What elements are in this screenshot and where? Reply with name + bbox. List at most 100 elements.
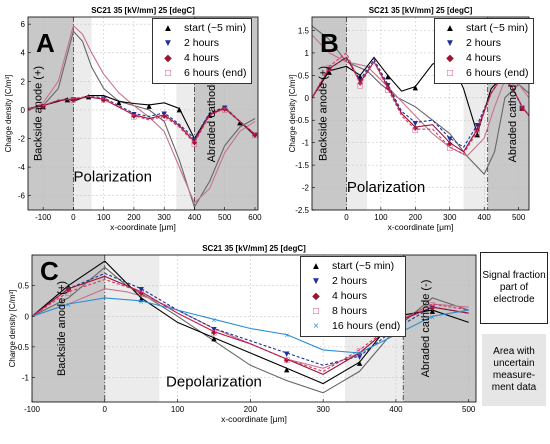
series-marker-h16: × [429,313,435,321]
legend-entry: ◆ 4 hours [439,51,528,66]
legend: ▲ start (~5 min) ▼ 2 hours ◆ 4 hours □ 8 hours ×… [300,256,407,337]
panel-b: ▲▲▲▲▲▲▲▲▼▼▼▼▼▼▼▼◆◆◆◆◆◆◆◆□□□□□□□□01002003… [288,6,530,232]
series-marker-h6: □ [357,81,364,89]
x-tick-label: 0 [103,405,108,414]
chart-title: SC21 35 [kV/mm] 25 [degC] [369,6,473,15]
y-tick-label: 4 [21,49,26,58]
legend-swatch: ▲ [311,260,321,272]
x-tick-label: 200 [127,213,141,222]
x-tick-label: -100 [35,213,52,222]
series-marker-start: ▲ [284,365,290,373]
legend-entry: ▲ start (~5 min) [157,21,246,36]
series-marker-start: ▲ [385,72,391,80]
legend: ▲ start (~5 min) ▼ 2 hours ◆ 4 hours □ 6 hours … [434,18,535,84]
anode-label: Backside anode (+) [317,66,329,161]
legend-entry: ▼ 2 hours [157,36,246,51]
x-tick-label: 600 [248,213,262,222]
chart-title: SC21 35 [kV/mm] 25 [degC] [202,244,306,253]
legend-entry: □ 6 hours (end) [157,66,246,81]
plot-frame [311,16,530,211]
legend-label: 2 hours [184,37,220,49]
y-tick-label: -6 [18,192,26,201]
electrode-region [28,17,74,210]
series-marker-h4: ◆ [40,103,46,111]
series-marker-start: ▲ [358,72,364,80]
legend-label: 2 hours [466,37,502,49]
series-marker-h2: ▼ [66,286,72,294]
series-marker-h6: □ [191,140,198,148]
y-tick-label: 1 [305,49,310,58]
cathode-label: Abraded cathode (-) [206,65,218,163]
x-tick-label: 400 [389,405,403,414]
series-marker-h6: □ [40,103,47,111]
anode-label: Backside anode (+) [33,66,45,161]
y-tick-label: -2 [302,184,310,193]
series-marker-h6: □ [519,104,526,112]
x-tick-label: 100 [97,213,111,222]
x-tick-label: 300 [158,213,172,222]
series-marker-h2: ▼ [475,122,481,130]
series-marker-h8: □ [283,356,290,364]
legend-label: 6 hours (end) [466,67,529,79]
x-tick-label: 0 [344,213,349,222]
x-tick-label: 200 [409,213,423,222]
y-tick-label: -1.5 [295,161,309,170]
legend-entry: × 16 hours (end) [305,319,400,334]
signal-fraction-note: Signal fraction part of electrode [480,252,548,324]
series-marker-h16: × [357,350,363,358]
legend-label: start (~5 min) [184,22,247,34]
series-marker-h4: ◆ [413,124,419,132]
y-axis-label: Charge density [C/m³] [4,75,13,153]
legend-label: 2 hours [332,275,368,287]
legend-swatch: × [313,320,319,332]
series-marker-start: ▲ [357,359,363,367]
legend-swatch: ▼ [163,37,173,49]
y-tick-label: 0.5 [18,282,30,291]
series-marker-h16: × [284,332,290,340]
x-axis-label: x-coordinate [μm] [110,222,176,232]
anode-label: Backside anode (+) [56,281,68,376]
legend-swatch: ◆ [164,52,172,64]
x-tick-label: 200 [244,405,258,414]
series-marker-h4: ◆ [519,104,525,112]
legend: ▲ start (~5 min) ▼ 2 hours ◆ 4 hours □ 6 hours … [152,18,253,84]
series-marker-h2: ▼ [357,353,363,361]
legend-swatch: □ [164,67,172,79]
series-marker-h8: □ [65,289,72,297]
x-tick-label: 100 [171,405,185,414]
legend-label: 4 hours [466,52,502,64]
reference-curve-sim_pink [28,24,256,204]
x-tick-label: 400 [478,213,492,222]
series-marker-start: ▲ [177,105,183,113]
series-marker-h4: ◆ [138,289,144,297]
series-marker-h4: ◆ [71,96,77,104]
series-marker-start: ▲ [475,131,481,139]
series-marker-h6: □ [161,113,168,121]
legend-entry: □ 8 hours [305,304,400,319]
plot-frame [27,16,259,211]
x-tick-label: 500 [218,213,232,222]
x-axis-label: x-coordinate [μm] [388,222,454,232]
series-marker-h2: ▼ [430,304,436,312]
legend-swatch: □ [312,305,320,317]
uncertain-region [73,17,92,210]
uncertain-area-note: Area with uncertain measure-ment data [482,334,546,406]
series-marker-h2: ▼ [40,103,46,111]
legend-entry: ▼ 2 hours [439,36,528,51]
series-marker-h6: □ [326,63,333,71]
series-marker-h4: ◆ [192,138,198,146]
panel-letter: B [320,28,339,58]
series-marker-h16: × [65,301,71,309]
series-marker-h4: ◆ [101,96,107,104]
series-marker-h8: □ [138,289,145,297]
series-marker-h6: □ [70,95,77,103]
legend-label: 6 hours (end) [184,67,247,79]
y-tick-label: 0 [305,94,310,103]
series-marker-h6: □ [252,131,259,139]
y-tick-label: 2 [21,77,26,86]
legend-label: 4 hours [184,52,220,64]
process-label: Polarization [74,168,152,185]
series-marker-h6: □ [474,128,481,136]
series-marker-start: ▲ [327,68,333,76]
series-line-h4 [28,96,256,143]
